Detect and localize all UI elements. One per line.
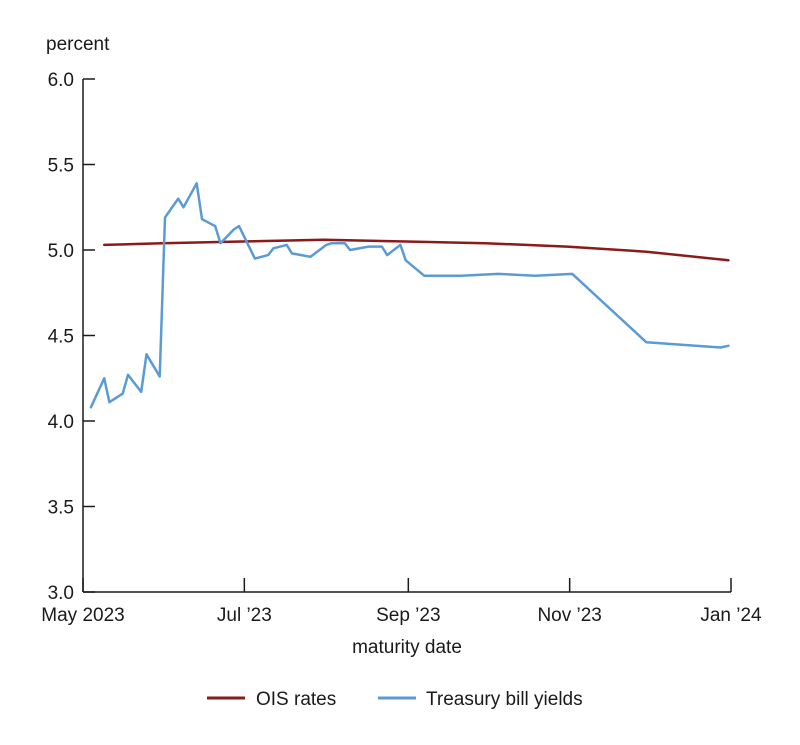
legend: OIS rates Treasury bill yields (207, 689, 583, 710)
y-tick-label: 3.5 (48, 498, 74, 519)
y-axis: 3.0 3.5 4.0 4.5 5.0 5.5 6.0 (48, 70, 95, 604)
x-tick-label: May 2023 (41, 605, 124, 626)
y-tick-label: 4.5 (48, 327, 74, 348)
y-tick-label: 5.0 (48, 241, 74, 262)
y-tick-label: 4.0 (48, 412, 74, 433)
y-tick-label: 3.0 (48, 583, 74, 604)
x-tick-label: Jan ’24 (700, 605, 762, 626)
x-axis: May 2023 Jul ’23 Sep ’23 Nov ’23 Jan ’24 (41, 578, 762, 626)
series-line-ois-rates (102, 238, 730, 262)
series-line-treasury-bill-yields (89, 182, 730, 409)
y-tick-label: 5.5 (48, 156, 74, 177)
x-tick-label: Jul ’23 (217, 605, 272, 626)
x-axis-title: maturity date (352, 637, 462, 658)
legend-label-treasury-bill-yields: Treasury bill yields (426, 689, 583, 710)
y-axis-title: percent (46, 34, 110, 55)
plot-series (89, 182, 730, 409)
x-tick-label: Sep ’23 (376, 605, 440, 626)
y-tick-label: 6.0 (48, 70, 74, 91)
legend-label-ois-rates: OIS rates (256, 689, 336, 710)
x-tick-label: Nov ’23 (537, 605, 601, 626)
